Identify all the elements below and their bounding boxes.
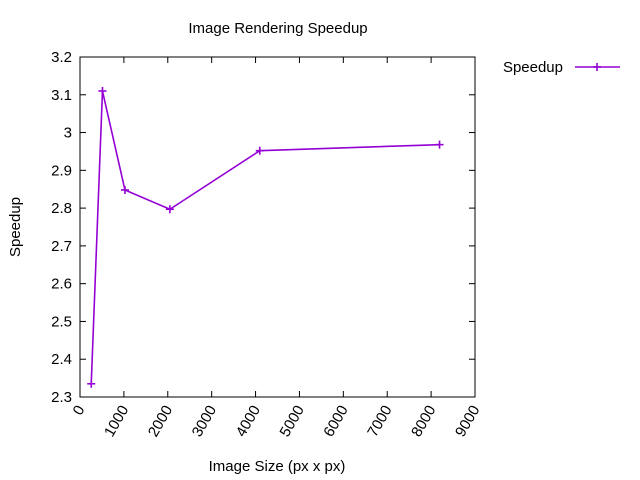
data-point-marker (165, 205, 174, 214)
x-tick-label: 1000 (101, 403, 132, 440)
legend-marker (593, 63, 601, 71)
data-point-marker (120, 185, 129, 194)
chart-title: Image Rendering Speedup (188, 20, 367, 37)
series-line (90, 90, 440, 384)
x-tick-label: 0 (70, 403, 89, 419)
x-tick-label: 9000 (452, 403, 483, 440)
x-axis-title: Image Size (px x px) (209, 458, 346, 475)
x-tick-label: 2000 (145, 403, 176, 440)
y-tick-label: 2.9 (51, 162, 72, 179)
x-axis-ticks: 0 1000 2000 3000 4000 5000 6000 7000 8000 9000 (70, 57, 483, 440)
y-tick-label: 2.6 (51, 276, 72, 293)
x-tick-label: 4000 (233, 403, 264, 440)
data-point-marker (87, 379, 96, 388)
data-point-marker (255, 146, 264, 155)
legend-label: Speedup (503, 59, 563, 76)
y-tick-label: 2.3 (51, 389, 72, 406)
y-tick-label: 3.2 (51, 49, 72, 66)
y-tick-label: 2.4 (51, 351, 72, 368)
series-layer (87, 87, 444, 388)
x-tick-label: 5000 (276, 403, 307, 440)
y-tick-label: 2.7 (51, 238, 72, 255)
y-tick-label: 2.5 (51, 313, 72, 330)
legend: Speedup (503, 59, 620, 76)
x-tick-label: 6000 (320, 403, 351, 440)
x-tick-label: 7000 (364, 403, 395, 440)
y-tick-label: 3 (64, 125, 72, 142)
y-axis-title: Speedup (7, 197, 24, 257)
y-tick-label: 3.1 (51, 87, 72, 104)
x-tick-label: 3000 (189, 403, 220, 440)
y-axis-ticks: 2.3 2.4 2.5 2.6 2.7 2.8 2.9 3 3.1 3.2 (51, 49, 475, 406)
plot-frame (79, 56, 476, 398)
data-point-marker (98, 87, 107, 95)
data-point-marker (435, 140, 444, 149)
y-tick-label: 2.8 (51, 200, 72, 217)
x-tick-label: 8000 (408, 403, 439, 440)
